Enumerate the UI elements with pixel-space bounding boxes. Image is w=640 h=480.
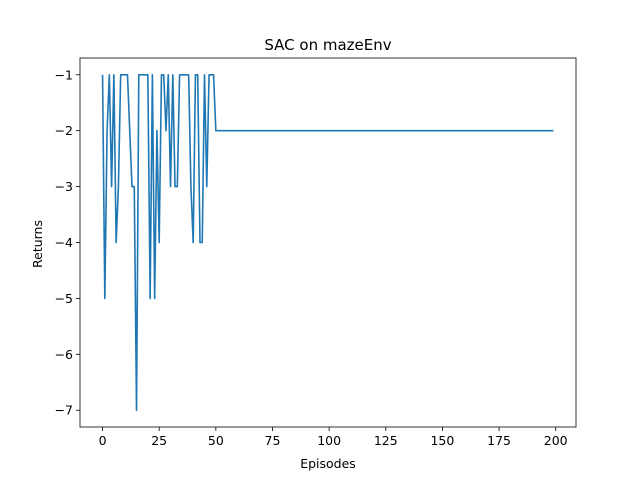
x-tick-label: 200	[544, 433, 568, 448]
x-tick-label: 25	[151, 433, 167, 448]
x-tick-label: 50	[208, 433, 224, 448]
x-tick-label: 0	[99, 433, 107, 448]
x-tick-label: 75	[265, 433, 281, 448]
y-tick-label: −7	[55, 403, 73, 418]
y-tick-label: −3	[55, 179, 73, 194]
y-tick-label: −5	[55, 291, 73, 306]
x-tick-label: 100	[317, 433, 341, 448]
y-tick-label: −6	[55, 347, 73, 362]
y-tick-label: −1	[55, 67, 73, 82]
x-axis: 0 25 50 75 100 125 150 175 200	[99, 427, 568, 448]
x-axis-label: Episodes	[300, 456, 356, 471]
y-axis: −7 −6 −5 −4 −3 −2 −1	[55, 67, 80, 418]
x-tick-label: 125	[374, 433, 398, 448]
series-line	[101, 73, 554, 412]
y-tick-label: −2	[55, 123, 73, 138]
x-tick-label: 150	[430, 433, 454, 448]
y-tick-label: −4	[55, 235, 73, 250]
x-tick-label: 175	[487, 433, 511, 448]
chart-title: SAC on mazeEnv	[264, 36, 391, 54]
y-axis-label: Returns	[30, 220, 45, 268]
